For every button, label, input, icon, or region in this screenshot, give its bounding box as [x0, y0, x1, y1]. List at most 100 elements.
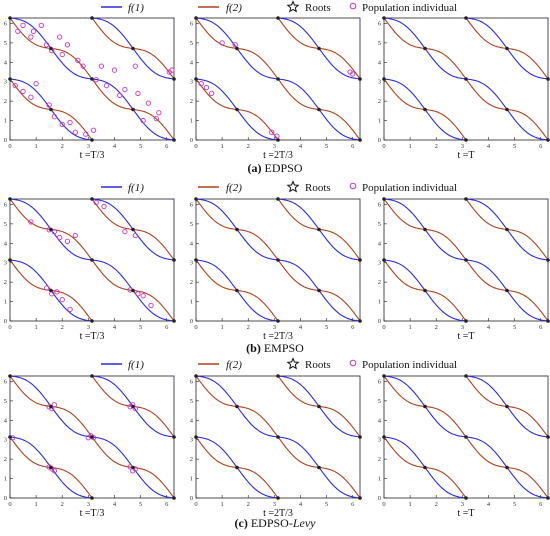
root-point — [317, 288, 321, 293]
root-point — [464, 496, 468, 500]
population-point — [12, 82, 18, 89]
root-point — [505, 404, 509, 409]
population-point — [75, 57, 81, 64]
y-tick-label: 3 — [378, 437, 381, 444]
root-point — [546, 258, 550, 262]
population-point — [93, 77, 99, 83]
population-point — [219, 40, 225, 46]
population-point — [135, 90, 141, 97]
f1-curve — [88, 18, 93, 19]
x-tick-label: 0 — [382, 501, 385, 508]
root-point — [505, 288, 509, 293]
x-tick-label: 2 — [247, 501, 250, 508]
x-tick-label: 5 — [325, 501, 328, 508]
y-tick-label: 3 — [378, 79, 381, 86]
x-tick-label: 5 — [513, 324, 516, 331]
root-point — [423, 465, 427, 470]
population-point — [33, 81, 39, 87]
population-point — [145, 100, 152, 106]
x-axis-label: t =2T/3 — [263, 508, 293, 519]
x-tick-label: 3 — [461, 324, 464, 331]
root-point — [276, 319, 280, 323]
population-point — [43, 285, 50, 291]
caption-c-name: EDPSO- — [250, 516, 293, 530]
root-point — [90, 435, 94, 439]
x-tick-label: 6 — [165, 501, 169, 508]
population-point — [28, 34, 34, 40]
y-tick-label: 1 — [378, 118, 381, 125]
population-point — [54, 289, 60, 295]
population-point — [166, 69, 172, 75]
y-tick-label: 5 — [4, 40, 7, 47]
chart-panel: 0 1 2 3 4 5 6 0 1 2 3 4 5 6 t =2T/3 — [190, 374, 362, 519]
x-tick-label: 4 — [487, 143, 491, 150]
x-tick-label: 4 — [487, 501, 491, 508]
caption-c-italic: Levy — [292, 516, 316, 530]
root-point — [90, 496, 94, 500]
x-tick-label: 0 — [382, 324, 385, 331]
root-point — [464, 319, 468, 323]
root-point — [464, 138, 468, 142]
population-point — [28, 219, 34, 225]
y-tick-label: 5 — [190, 398, 193, 405]
root-point — [423, 288, 427, 293]
x-tick-label: 1 — [220, 143, 223, 150]
x-tick-label: 6 — [165, 143, 169, 150]
population-point — [140, 293, 146, 299]
legend-population-label: Population individual — [362, 2, 457, 14]
y-tick-label: 1 — [4, 118, 7, 125]
root-point — [131, 107, 135, 112]
root-point — [8, 374, 12, 378]
root-point — [358, 138, 362, 142]
root-point — [423, 107, 427, 112]
root-point — [382, 77, 386, 81]
root-point — [194, 435, 198, 439]
y-tick-label: 0 — [378, 495, 381, 502]
legend: f(1) f(2) Roots Population individual — [101, 0, 457, 14]
root-point — [546, 319, 550, 323]
root-point — [131, 46, 135, 51]
root-point — [317, 107, 321, 112]
root-point — [423, 227, 427, 232]
legend: f(1) f(2) Roots Population individual — [101, 357, 457, 371]
root-point — [382, 374, 386, 378]
y-tick-label: 2 — [190, 456, 193, 463]
root-point — [90, 138, 94, 142]
root-point — [49, 465, 53, 470]
legend-population-marker — [349, 2, 357, 10]
population-point — [46, 102, 52, 108]
x-axis-label: t =T/3 — [80, 331, 105, 342]
root-point — [505, 46, 509, 51]
caption-a-letter: (a) — [247, 161, 262, 175]
x-tick-label: 4 — [299, 501, 303, 508]
root-point — [131, 227, 135, 232]
x-tick-label: 6 — [351, 143, 355, 150]
chart-panel: 0 1 2 3 4 5 6 0 1 2 3 4 5 6 t =T/3 — [4, 16, 176, 161]
root-point — [235, 46, 239, 51]
caption-a: (a) EDPSO — [0, 161, 550, 176]
x-tick-label: 1 — [220, 324, 223, 331]
root-point — [172, 319, 176, 323]
population-point — [132, 405, 139, 412]
y-tick-label: 3 — [4, 437, 7, 444]
root-point — [382, 435, 386, 439]
root-point — [90, 258, 94, 262]
legend-f2-label: f(2) — [226, 2, 242, 14]
root-point — [235, 107, 239, 112]
x-tick-label: 2 — [435, 143, 438, 150]
x-tick-label: 4 — [113, 324, 117, 331]
chart-panel: 0 1 2 3 4 5 6 0 1 2 3 4 5 6 t =T/3 — [4, 374, 176, 519]
population-point — [51, 114, 58, 120]
chart-panel: 0 1 2 3 4 5 6 0 1 2 3 4 5 6 t =T — [378, 374, 550, 519]
population-point — [135, 291, 141, 297]
root-point — [194, 258, 198, 262]
chart-panel: 0 1 2 3 4 5 6 0 1 2 3 4 5 6 t =T — [378, 16, 550, 161]
x-tick-label: 1 — [408, 324, 411, 331]
population-point — [80, 63, 86, 69]
population-point — [28, 94, 34, 100]
population-point — [153, 115, 159, 122]
y-tick-label: 3 — [190, 79, 193, 86]
x-tick-label: 1 — [408, 143, 411, 150]
root-point — [276, 197, 280, 201]
root-point — [464, 77, 468, 81]
